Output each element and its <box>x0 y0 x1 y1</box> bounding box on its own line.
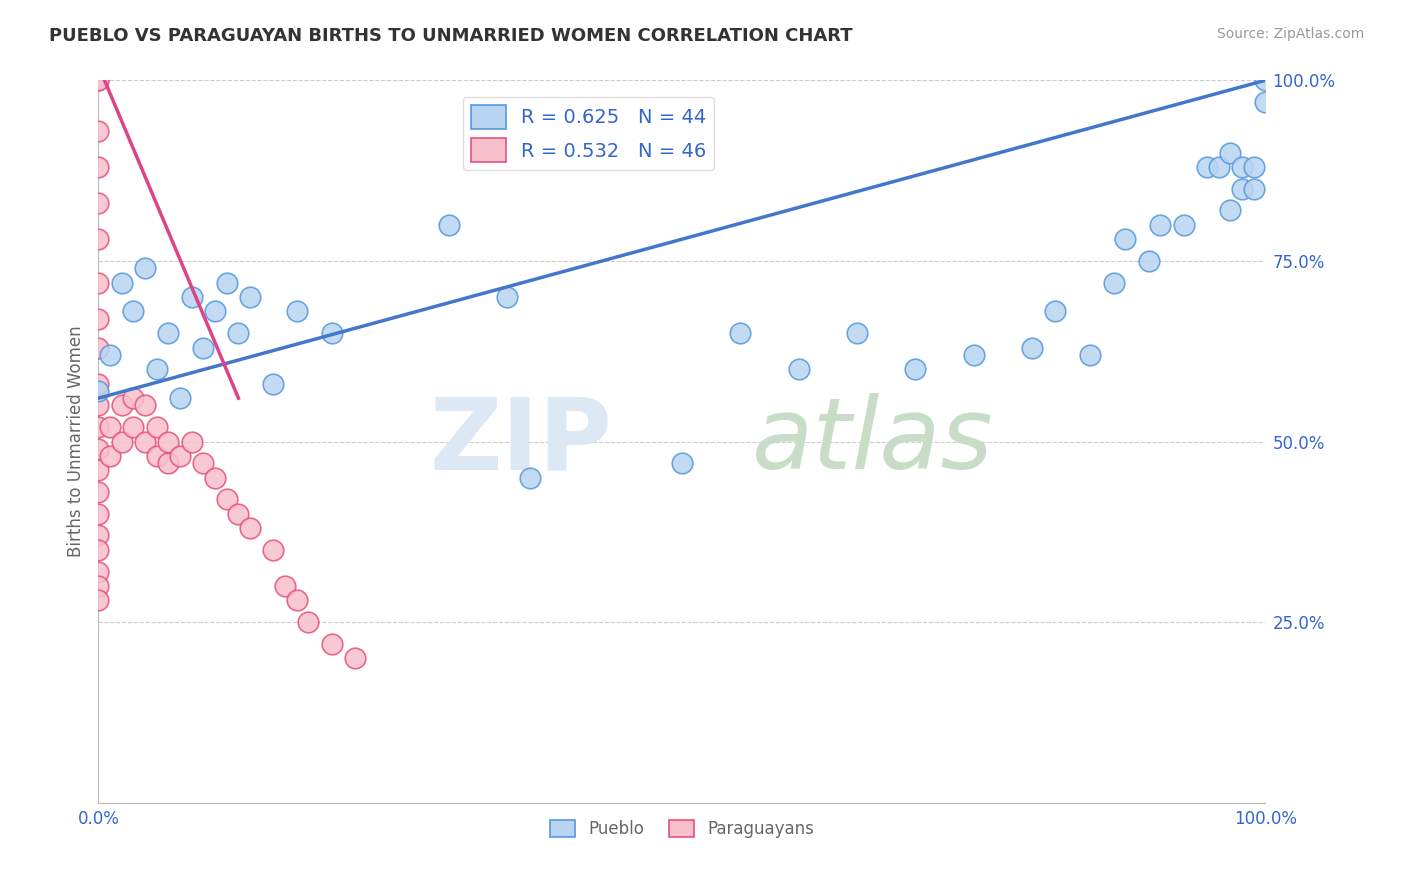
Point <box>1137 253 1160 268</box>
Point <box>98 449 121 463</box>
Text: ZIP: ZIP <box>429 393 612 490</box>
Point <box>262 542 284 557</box>
Point <box>98 348 121 362</box>
Point <box>169 391 191 405</box>
Point <box>87 196 110 211</box>
Point <box>146 420 169 434</box>
Point <box>87 463 110 477</box>
Point <box>1102 276 1125 290</box>
Point <box>321 326 343 340</box>
Point <box>87 276 110 290</box>
Point <box>87 73 110 87</box>
Point <box>204 304 226 318</box>
Point <box>274 579 297 593</box>
Point <box>122 420 145 434</box>
Point <box>297 615 319 630</box>
Text: Source: ZipAtlas.com: Source: ZipAtlas.com <box>1216 27 1364 41</box>
Point <box>157 326 180 340</box>
Point <box>111 398 134 412</box>
Point <box>87 341 110 355</box>
Point <box>111 276 134 290</box>
Point <box>1080 348 1102 362</box>
Point <box>87 384 110 398</box>
Point <box>1254 95 1277 109</box>
Point <box>321 637 343 651</box>
Point <box>1149 218 1171 232</box>
Point <box>87 593 110 607</box>
Point <box>344 651 367 665</box>
Point <box>285 593 308 607</box>
Point <box>122 304 145 318</box>
Point <box>134 398 156 412</box>
Point <box>87 485 110 500</box>
Point <box>87 507 110 521</box>
Point <box>87 442 110 456</box>
Point <box>146 362 169 376</box>
Point <box>193 341 215 355</box>
Point <box>519 470 541 484</box>
Point <box>228 326 250 340</box>
Point <box>285 304 308 318</box>
Point <box>1114 232 1136 246</box>
Point <box>1173 218 1195 232</box>
Point <box>157 456 180 470</box>
Point <box>87 420 110 434</box>
Point <box>204 470 226 484</box>
Y-axis label: Births to Unmarried Women: Births to Unmarried Women <box>66 326 84 558</box>
Point <box>846 326 869 340</box>
Point <box>180 434 202 449</box>
Point <box>671 456 693 470</box>
Point <box>134 434 156 449</box>
Point <box>87 398 110 412</box>
Point <box>98 420 121 434</box>
Point <box>904 362 927 376</box>
Point <box>962 348 984 362</box>
Point <box>1208 160 1230 174</box>
Point <box>215 492 238 507</box>
Point <box>1254 73 1277 87</box>
Point <box>169 449 191 463</box>
Point <box>87 565 110 579</box>
Point <box>87 124 110 138</box>
Point <box>146 449 169 463</box>
Point <box>1195 160 1218 174</box>
Text: PUEBLO VS PARAGUAYAN BIRTHS TO UNMARRIED WOMEN CORRELATION CHART: PUEBLO VS PARAGUAYAN BIRTHS TO UNMARRIED… <box>49 27 853 45</box>
Point <box>228 507 250 521</box>
Point <box>87 160 110 174</box>
Point <box>1021 341 1043 355</box>
Legend: Pueblo, Paraguayans: Pueblo, Paraguayans <box>543 814 821 845</box>
Point <box>239 290 262 304</box>
Point <box>87 232 110 246</box>
Point <box>193 456 215 470</box>
Point <box>87 542 110 557</box>
Point <box>111 434 134 449</box>
Point <box>134 261 156 276</box>
Point <box>1230 182 1253 196</box>
Point <box>215 276 238 290</box>
Point <box>157 434 180 449</box>
Point <box>87 376 110 391</box>
Point <box>239 521 262 535</box>
Point <box>1243 182 1265 196</box>
Text: atlas: atlas <box>752 393 994 490</box>
Point <box>1219 203 1241 218</box>
Point <box>87 528 110 542</box>
Point <box>437 218 460 232</box>
Point <box>87 579 110 593</box>
Point <box>1230 160 1253 174</box>
Point <box>1219 145 1241 160</box>
Point <box>87 311 110 326</box>
Point <box>787 362 810 376</box>
Point <box>1045 304 1067 318</box>
Point <box>730 326 752 340</box>
Point <box>1243 160 1265 174</box>
Point <box>180 290 202 304</box>
Point <box>122 391 145 405</box>
Point <box>262 376 284 391</box>
Point <box>87 73 110 87</box>
Point <box>496 290 519 304</box>
